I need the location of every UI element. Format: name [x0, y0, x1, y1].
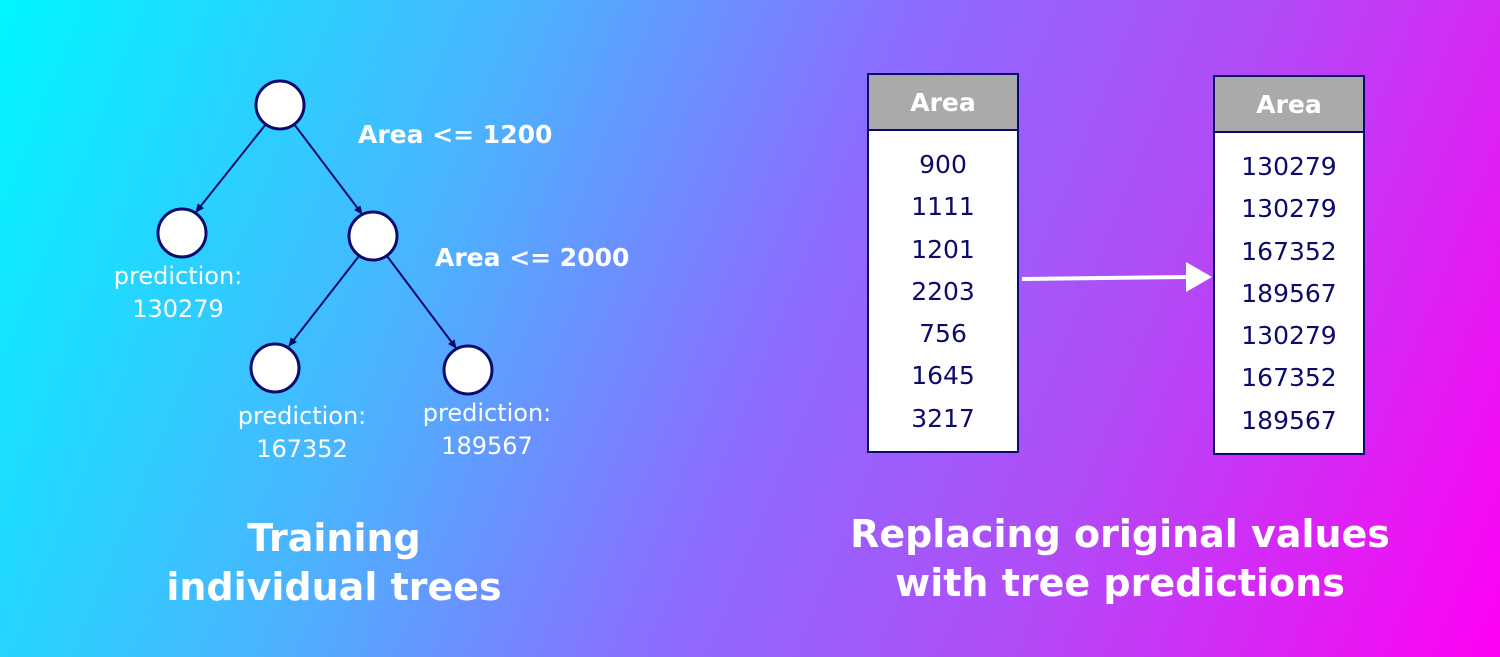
left-caption-line-1: Training — [247, 516, 421, 560]
split-condition-2: Area <= 2000 — [435, 243, 630, 272]
edge-root-right — [293, 123, 363, 215]
edge-mid-right — [386, 255, 457, 349]
leaf-prediction-1: prediction: 130279 — [88, 260, 268, 326]
table-header: Area — [1215, 77, 1363, 133]
prediction-value: 130279 — [132, 295, 224, 323]
table-cell: 1201 — [911, 234, 975, 264]
tree-node-leaf-3 — [442, 344, 494, 396]
table-cell: 130279 — [1241, 152, 1337, 181]
left-caption-line-2: individual trees — [166, 565, 502, 609]
mapping-arrow — [1021, 275, 1189, 281]
table-cell: 167352 — [1241, 363, 1337, 393]
split-condition-1: Area <= 1200 — [358, 120, 553, 149]
table-cell: 167352 — [1241, 236, 1337, 266]
table-header: Area — [869, 75, 1017, 131]
tree-node-root — [254, 79, 306, 131]
tree-node-leaf-1 — [156, 207, 208, 259]
original-values-table: Area 900 1111 1201 2203 756 1645 3217 — [867, 73, 1019, 453]
leaf-prediction-2: prediction: 167352 — [212, 400, 392, 466]
table-cell: 130279 — [1241, 321, 1337, 351]
table-cell: 3217 — [911, 403, 975, 433]
right-caption-line-2: with tree predictions — [895, 561, 1345, 605]
tree-node-leaf-2 — [249, 342, 301, 394]
table-cell: 189567 — [1241, 278, 1337, 308]
table-cell: 1111 — [911, 192, 975, 222]
table-cell: 756 — [919, 319, 967, 349]
tree-node-split-2 — [347, 210, 399, 262]
prediction-label: prediction: — [422, 399, 552, 427]
prediction-value: 189567 — [441, 432, 533, 460]
edge-root-left — [195, 123, 267, 213]
table-cell: 130279 — [1241, 194, 1337, 224]
table-cell: 900 — [919, 150, 967, 179]
predicted-values-table: Area 130279 130279 167352 189567 130279 … — [1213, 75, 1365, 455]
leaf-prediction-3: prediction: 189567 — [397, 397, 577, 463]
prediction-label: prediction: — [113, 262, 243, 290]
right-caption: Replacing original values with tree pred… — [820, 510, 1420, 608]
left-caption: Training individual trees — [134, 514, 534, 612]
edge-mid-left — [288, 255, 360, 347]
table-cell: 189567 — [1241, 405, 1337, 435]
table-cell: 1645 — [911, 361, 975, 391]
right-caption-line-1: Replacing original values — [850, 512, 1390, 556]
table-cell: 2203 — [911, 276, 975, 306]
prediction-value: 167352 — [256, 435, 348, 463]
mapping-arrowhead — [1186, 262, 1212, 292]
prediction-label: prediction: — [237, 402, 367, 430]
